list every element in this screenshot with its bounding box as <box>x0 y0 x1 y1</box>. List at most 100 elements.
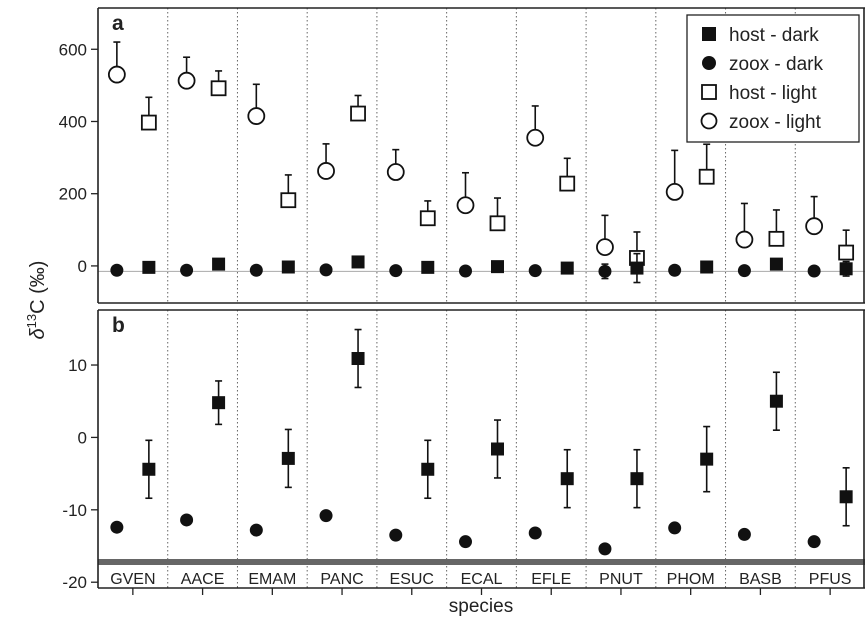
data-point-open-circle <box>317 162 335 180</box>
legend: host - dark zoox - dark host - light zoox -… <box>686 14 860 143</box>
legend-marker-open-circle <box>700 112 718 130</box>
y-tick-label: 200 <box>59 185 87 204</box>
x-tick-label: PNUT <box>599 571 643 588</box>
data-point-open-square <box>489 215 506 232</box>
data-point-open-square <box>838 244 855 261</box>
data-point-filled-square <box>700 452 714 466</box>
data-point-open-circle <box>247 107 266 125</box>
data-point-open-square <box>698 168 715 185</box>
y-axis-label: δ13C (‰) <box>24 261 49 340</box>
x-tick-label: PHOM <box>667 571 715 588</box>
x-tick-label: AACE <box>181 571 225 588</box>
y-tick-label: -10 <box>62 501 87 520</box>
data-point-filled-circle <box>249 263 263 277</box>
y-tick-label: 400 <box>59 112 87 131</box>
data-point-filled-circle <box>668 521 682 535</box>
data-point-open-square <box>140 114 157 131</box>
data-point-filled-square <box>491 260 504 274</box>
series-zoox-light <box>107 41 824 257</box>
data-point-open-circle <box>735 230 754 249</box>
x-tick-label: GVEN <box>110 571 155 588</box>
data-point-filled-circle <box>319 509 333 523</box>
data-point-filled-square <box>212 257 226 271</box>
x-tick-label: PANC <box>320 571 363 588</box>
data-point-open-circle <box>386 163 405 181</box>
data-point-filled-circle <box>389 528 403 542</box>
data-point-filled-circle <box>598 264 612 278</box>
data-point-filled-circle <box>528 526 542 540</box>
data-point-filled-square <box>769 257 783 271</box>
data-point-filled-circle <box>598 542 612 556</box>
y-tick-label: 10 <box>68 356 87 375</box>
data-point-filled-circle <box>459 535 472 549</box>
data-point-filled-circle <box>668 263 682 277</box>
data-point-filled-square <box>421 462 435 476</box>
series-zoox-dark <box>110 509 821 556</box>
data-point-open-square <box>419 210 436 227</box>
data-point-open-square <box>210 80 227 97</box>
y-tick-label: 0 <box>78 428 87 447</box>
data-point-open-circle <box>526 128 545 147</box>
data-point-filled-circle <box>737 264 751 278</box>
data-point-filled-square <box>142 462 156 476</box>
data-point-filled-square <box>839 490 853 504</box>
data-point-filled-square <box>560 261 574 275</box>
x-tick-label: EMAM <box>248 571 296 588</box>
data-point-filled-circle <box>389 264 403 278</box>
data-point-open-circle <box>805 217 824 236</box>
data-point-filled-circle <box>180 513 194 527</box>
y-axis-label-delta: δ <box>27 327 49 339</box>
data-point-filled-square <box>281 260 295 274</box>
legend-label: host - light <box>729 83 817 104</box>
data-point-filled-circle <box>110 520 124 534</box>
x-tick-label: ECAL <box>461 571 503 588</box>
x-tick-label: PFUS <box>809 571 852 588</box>
x-tick-label: BASB <box>739 571 782 588</box>
data-point-open-square <box>280 192 297 209</box>
data-point-filled-square <box>212 396 226 410</box>
data-point-filled-square <box>491 442 504 456</box>
data-point-filled-circle <box>807 264 821 278</box>
data-point-open-circle <box>177 71 196 90</box>
data-point-filled-square <box>839 262 853 276</box>
legend-label: zoox - light <box>729 112 822 133</box>
data-point-filled-square <box>560 472 574 486</box>
data-point-filled-square <box>421 260 435 274</box>
y-axis-label-unit: C (‰) <box>27 261 49 314</box>
data-point-filled-square <box>351 352 365 366</box>
legend-label: host - dark <box>729 25 819 46</box>
legend-marker-filled-square <box>702 27 716 41</box>
data-point-open-square <box>768 230 785 247</box>
data-point-filled-square <box>351 255 365 269</box>
legend-marker-filled-circle <box>702 56 716 70</box>
x-axis-label: species <box>449 596 513 617</box>
data-point-filled-circle <box>110 263 124 277</box>
data-point-open-circle <box>596 238 614 257</box>
y-tick-label: -20 <box>62 573 87 592</box>
panel-b: -20 -10 0 10 b GVEN AACE EMAM PANC ESUC ECAL EFLE PN… <box>62 309 865 595</box>
series-host-dark <box>142 328 853 527</box>
y-axis-label-superscript: 13 <box>24 314 39 328</box>
y-tick-label: 600 <box>59 40 87 59</box>
legend-marker-open-square <box>701 84 717 100</box>
data-point-filled-circle <box>528 264 542 278</box>
data-point-filled-square <box>630 472 644 486</box>
data-point-filled-circle <box>807 535 821 549</box>
panel-label: b <box>112 314 125 337</box>
data-point-open-square <box>559 175 576 192</box>
data-point-filled-circle <box>180 263 194 277</box>
data-point-filled-circle <box>319 263 333 277</box>
data-point-filled-square <box>142 260 156 274</box>
panel-label: a <box>112 12 124 35</box>
data-point-open-circle <box>107 65 126 84</box>
data-point-filled-square <box>630 261 644 275</box>
series-zoox-dark <box>110 263 821 280</box>
data-point-open-square <box>350 105 366 122</box>
data-point-filled-circle <box>737 527 751 541</box>
data-point-open-circle <box>665 182 684 201</box>
data-point-filled-circle <box>459 264 472 278</box>
data-point-open-circle <box>456 196 475 215</box>
x-tick-label: ESUC <box>390 571 434 588</box>
legend-label: zoox - dark <box>729 54 823 75</box>
